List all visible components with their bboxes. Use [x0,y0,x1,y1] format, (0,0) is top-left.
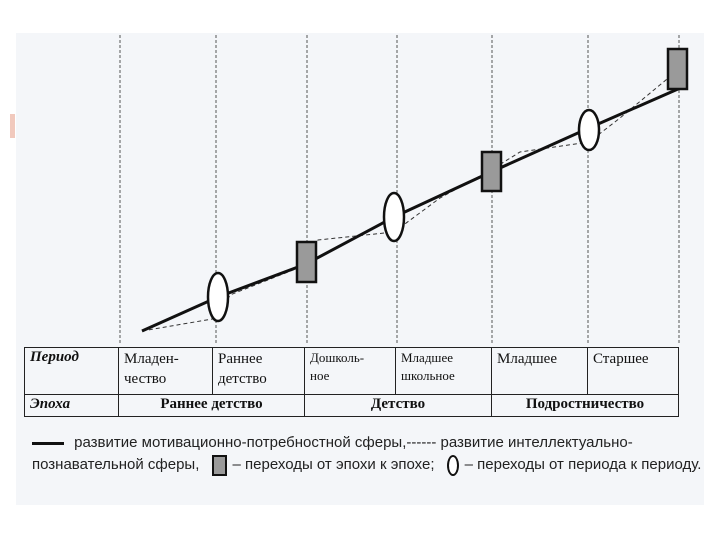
period-cell: Дошколь- ное [304,347,396,395]
period-line: детство [218,371,267,387]
box-transition-icon [480,150,503,193]
periodization-table: Период Младен- чество Раннее детство Дош… [24,347,679,417]
oval-transition-icon [577,108,601,152]
period-line: Младшее [497,351,557,367]
box-transition-icon [666,47,689,91]
oval-transition-icon [446,454,459,476]
epoch-cell: Подростничество [491,394,679,417]
accent-mark [10,114,15,138]
period-line: Старшее [593,351,649,367]
oval-transition-icon [382,191,406,243]
period-header: Период [24,347,119,395]
period-cell: Младен- чество [118,347,213,395]
solid-line-icon [32,441,64,445]
legend-dashed-text: развитие интеллектуально-познавательной … [32,434,633,473]
oval-transition-icon [206,271,230,323]
legend-solid-text: развитие мотивационно-потребностной сфер… [70,434,407,451]
epoch-header: Эпоха [24,394,119,417]
period-row: Период Младен- чество Раннее детство Дош… [24,347,679,395]
period-cell: Старшее [587,347,679,395]
epoch-cell: Детство [304,394,492,417]
box-transition-icon [295,240,318,284]
legend-oval-text: – переходы от периода к периоду. [464,456,702,473]
period-cell: Младшее [491,347,588,395]
period-line: Дошколь- [310,350,365,365]
legend: развитие мотивационно-потребностной сфер… [32,432,704,476]
epoch-cell: Раннее детство [118,394,305,417]
period-line: Младшее [401,350,453,365]
period-line: чество [124,371,167,387]
period-line: Младен- [124,351,179,367]
legend-dashed-marker: ------ [406,434,437,451]
box-transition-icon [211,454,227,476]
epoch-row: Эпоха Раннее детство Детство Подростниче… [24,394,679,417]
period-line: ное [310,368,330,383]
period-line: Раннее [218,351,263,367]
period-dividers [119,35,680,345]
legend-box-text: – переходы от эпохи к эпохе; [232,456,435,473]
period-cell: Раннее детство [212,347,305,395]
period-cell: Младшее школьное [395,347,492,395]
period-line: школьное [401,368,455,383]
